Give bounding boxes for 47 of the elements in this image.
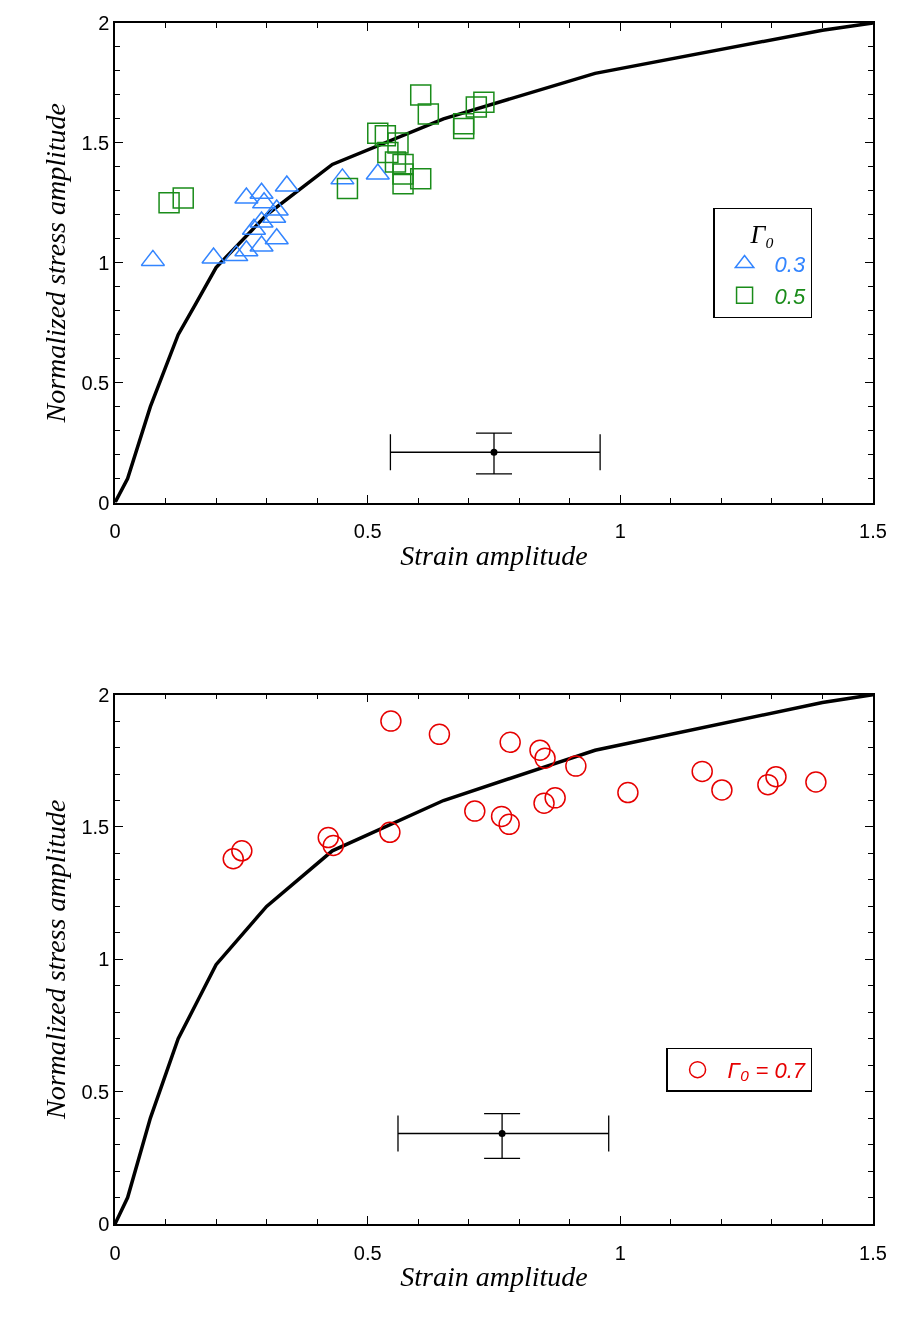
point bbox=[317, 826, 339, 849]
x-tick-label: 1.5 bbox=[859, 1241, 887, 1264]
y-axis-title: Normalized stress amplitude bbox=[39, 103, 71, 424]
x-tick-label: 0.5 bbox=[353, 1241, 382, 1264]
point bbox=[231, 840, 253, 862]
x-axis-title: Strain amplitude bbox=[400, 1261, 588, 1293]
point bbox=[533, 792, 555, 814]
point bbox=[534, 747, 556, 769]
y-tick-label: 1 bbox=[98, 251, 110, 274]
y-tick-label: 1.5 bbox=[81, 815, 110, 838]
point bbox=[691, 760, 713, 783]
y-tick-label: 0.5 bbox=[81, 371, 110, 394]
point bbox=[498, 813, 520, 836]
y-tick-label: 0 bbox=[98, 1213, 110, 1235]
point bbox=[380, 710, 402, 732]
y-tick-label: 1.5 bbox=[81, 131, 110, 154]
point bbox=[499, 731, 521, 754]
x-tick-label: 1.5 bbox=[859, 520, 887, 543]
x-axis-title: Strain amplitude bbox=[400, 539, 588, 571]
point bbox=[765, 765, 787, 788]
y-tick-label: 0.5 bbox=[81, 1080, 110, 1103]
legend-label: Γ₀ = 0.7 bbox=[727, 1058, 806, 1084]
point bbox=[490, 805, 513, 828]
point bbox=[805, 771, 827, 793]
y-tick-label: 2 bbox=[98, 683, 110, 706]
x-tick-label: 1 bbox=[614, 520, 626, 543]
point bbox=[322, 834, 345, 857]
point bbox=[222, 847, 244, 870]
y-tick-label: 0 bbox=[98, 491, 110, 514]
y-tick-label: 2 bbox=[98, 12, 110, 34]
point bbox=[711, 779, 733, 801]
point bbox=[379, 821, 401, 844]
legend-title: Γ₀ bbox=[749, 219, 775, 249]
point bbox=[428, 723, 451, 746]
legend-label: 0.5 bbox=[774, 283, 806, 309]
x-tick-label: 1 bbox=[614, 1241, 626, 1264]
y-tick-label: 1 bbox=[98, 948, 110, 971]
point bbox=[529, 739, 551, 761]
point bbox=[464, 800, 486, 822]
point bbox=[617, 781, 639, 804]
legend-label: 0.3 bbox=[774, 252, 806, 278]
x-tick-label: 0.5 bbox=[353, 520, 382, 543]
point bbox=[544, 787, 566, 809]
point bbox=[565, 755, 587, 777]
point bbox=[757, 773, 779, 796]
point bbox=[498, 1129, 506, 1137]
y-axis-title: Normalized stress amplitude bbox=[39, 799, 71, 1121]
